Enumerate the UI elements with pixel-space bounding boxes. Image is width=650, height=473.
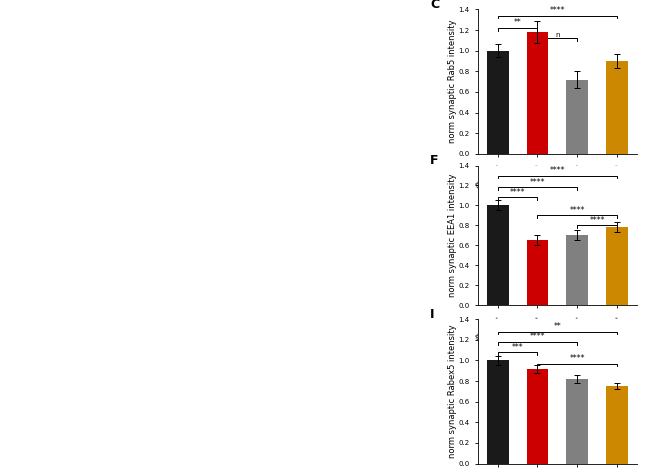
Text: ****: **** (569, 354, 585, 363)
Text: ****: **** (590, 216, 605, 225)
Bar (606, 386, 628, 464)
Bar (606, 61, 628, 154)
Bar (487, 360, 508, 464)
Bar (241, 161, 472, 314)
Text: I: I (430, 308, 434, 321)
Text: ***: *** (512, 342, 523, 351)
Bar (566, 236, 588, 305)
Text: n: n (555, 32, 560, 38)
Bar (241, 317, 472, 472)
Bar (566, 79, 588, 154)
Bar (526, 32, 549, 154)
Bar (526, 240, 549, 305)
Bar (1, 161, 236, 314)
Bar (526, 369, 549, 464)
Y-axis label: norm synaptic EEA1 intensity: norm synaptic EEA1 intensity (448, 174, 457, 297)
Text: H: H (175, 326, 185, 336)
Text: ****: **** (550, 166, 565, 175)
Text: B: B (175, 12, 183, 22)
Text: ****: **** (510, 188, 525, 197)
Bar (606, 228, 628, 305)
Text: **: ** (514, 18, 521, 27)
Bar (487, 51, 508, 154)
Text: G: G (3, 326, 12, 336)
Bar (1, 317, 236, 472)
Bar (241, 4, 472, 156)
Text: ****: **** (550, 6, 565, 15)
Text: ****: **** (530, 333, 545, 342)
Text: A: A (3, 12, 11, 22)
Text: E: E (175, 169, 183, 179)
Text: C: C (430, 0, 439, 11)
Text: ****: **** (569, 206, 585, 215)
Text: D: D (3, 169, 12, 179)
Bar (487, 205, 508, 305)
Text: **: ** (554, 322, 561, 331)
Text: ****: **** (530, 178, 545, 187)
Text: F: F (430, 154, 439, 167)
Y-axis label: norm synaptic Rabex5 intensity: norm synaptic Rabex5 intensity (448, 324, 457, 458)
Bar (566, 379, 588, 464)
Bar (1, 4, 236, 156)
Y-axis label: norm synaptic Rab5 intensity: norm synaptic Rab5 intensity (448, 20, 457, 143)
